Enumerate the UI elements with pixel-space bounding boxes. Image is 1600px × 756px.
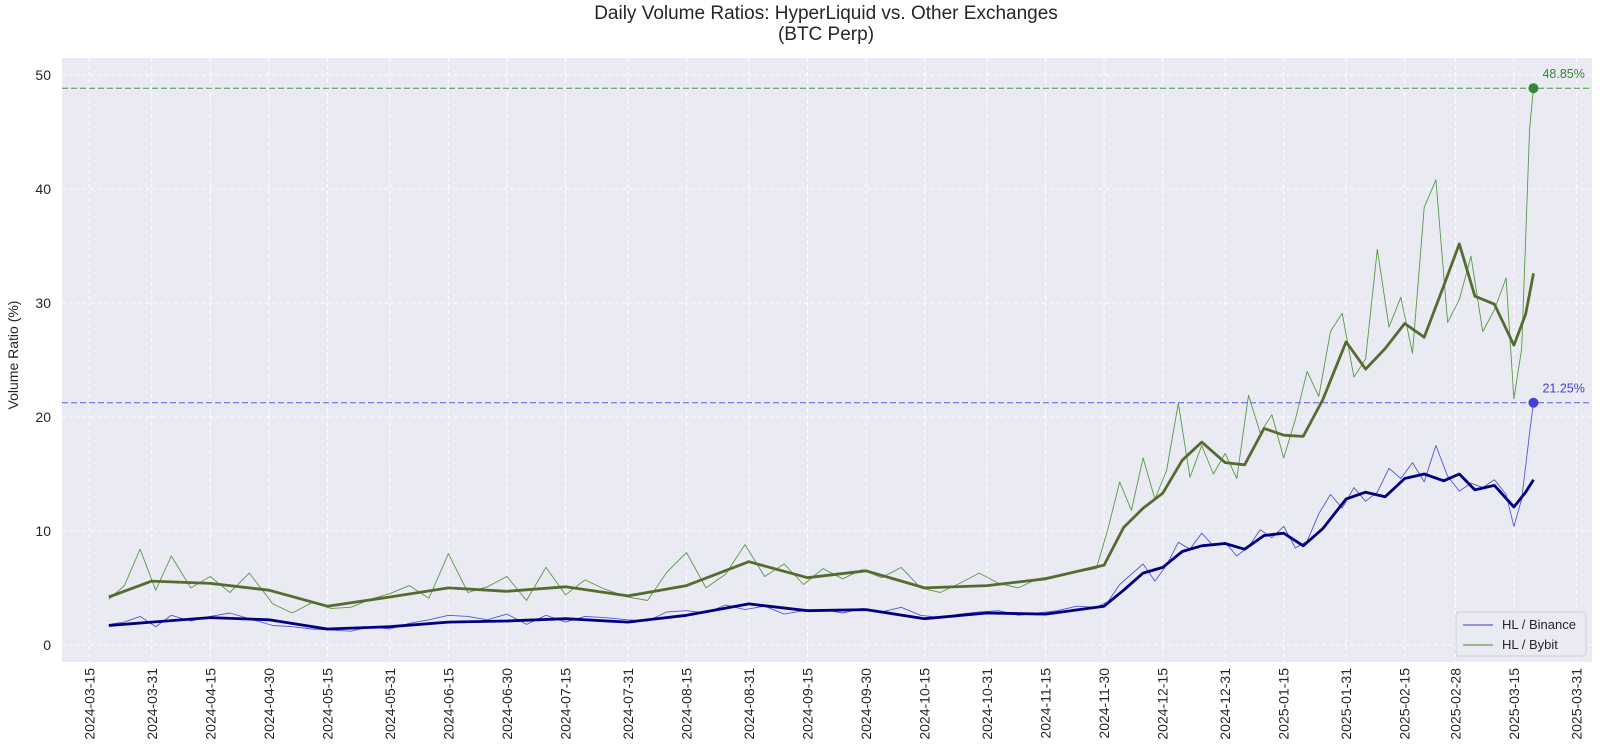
y-tick-label: 40 [35,181,51,197]
x-tick-label: 2024-06-15 [440,668,456,740]
x-tick-label: 2024-09-15 [799,668,815,740]
legend-label-bybit: HL / Bybit [1502,637,1558,652]
y-tick-label: 0 [43,637,51,653]
series-layer [108,88,1535,632]
plot-area [62,58,1592,662]
x-tick-label: 2025-03-31 [1568,668,1584,740]
legend-label-binance: HL / Binance [1502,617,1576,632]
x-tick-label: 2024-07-15 [557,668,573,740]
x-tick-label: 2024-11-30 [1096,668,1112,739]
series-line-1 [108,472,1535,631]
x-tick-label: 2025-01-15 [1276,668,1292,740]
x-tick-label: 2024-06-30 [499,668,515,740]
x-tick-label: 2025-02-28 [1447,668,1463,740]
chart-subtitle: (BTC Perp) [778,24,874,45]
y-tick-label: 20 [35,409,51,425]
x-tick-label: 2024-04-30 [261,668,277,740]
endpoint-annotation: 21.25% [1542,382,1584,396]
x-tick-label: 2024-08-15 [678,668,694,740]
series-line-3 [108,242,1535,608]
reference-lines [62,87,1592,404]
grid-lines [62,58,1592,662]
x-tick-label: 2024-07-31 [620,668,636,740]
series-line-0 [108,402,1534,632]
legend: HL / Binance HL / Bybit [1455,611,1587,657]
y-axis-ticks: 0 10 20 30 40 50 [35,67,51,653]
x-tick-label: 2024-03-31 [144,668,160,740]
endpoint-marker [1528,397,1539,408]
x-axis-ticks: 2024-03-15 2024-03-31 2024-04-15 2024-04-30… [81,668,1584,740]
endpoint-markers: 21.25% 48.85% [1528,67,1585,408]
x-tick-label: 2024-05-15 [319,668,335,740]
x-tick-label: 2024-09-30 [858,668,874,740]
x-tick-label: 2024-05-31 [382,668,398,740]
x-tick-label: 2024-10-31 [979,668,995,740]
y-tick-label: 10 [35,523,51,539]
x-tick-label: 2024-12-31 [1217,668,1233,740]
series-line-2 [108,88,1534,614]
x-tick-label: 2024-10-15 [917,668,933,740]
x-tick-label: 2024-11-15 [1038,668,1054,739]
chart-title: Daily Volume Ratios: HyperLiquid vs. Oth… [594,3,1058,24]
y-tick-label: 30 [35,295,51,311]
x-tick-label: 2025-01-31 [1338,668,1354,740]
x-tick-label: 2024-04-15 [202,668,218,740]
x-tick-label: 2024-08-31 [741,668,757,740]
x-tick-label: 2025-03-15 [1506,668,1522,740]
x-tick-label: 2024-12-15 [1155,668,1171,740]
endpoint-annotation: 48.85% [1542,67,1584,81]
x-tick-label: 2025-02-15 [1397,668,1413,740]
y-tick-label: 50 [35,67,51,83]
endpoint-marker [1528,83,1539,94]
y-axis-label: Volume Ratio (%) [5,301,21,410]
x-tick-label: 2024-03-15 [81,668,97,740]
